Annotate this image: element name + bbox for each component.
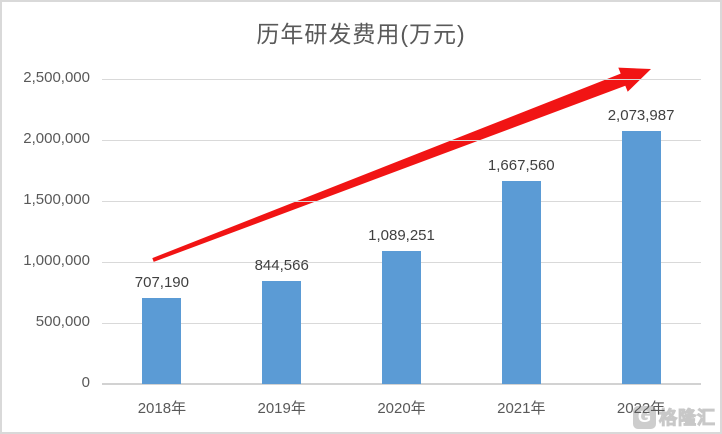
bar [262,280,302,384]
bar-value-label: 707,190 [134,273,189,291]
chart-title: 历年研发费用(万元) [256,21,466,47]
y-tick-label: 0 [81,374,90,391]
x-tick-label: 2018年 [137,400,187,417]
y-tick-label: 500,000 [35,313,90,330]
bar [142,297,182,384]
gridline [102,140,701,141]
x-axis-line [102,383,701,385]
watermark-text: 格隆汇 [659,408,716,429]
gridline [102,79,701,80]
y-tick-label: 2,500,000 [23,69,90,86]
x-tick-label: 2020年 [377,400,426,417]
gelonghui-logo-icon: G [633,405,656,429]
bar [621,130,661,384]
watermark: G 格隆汇 [633,404,716,430]
y-tick-label: 1,000,000 [23,252,90,269]
gridline [102,201,701,202]
bar-value-label: 844,566 [254,256,309,274]
bar-value-label: 1,089,251 [368,227,435,245]
x-tick-label: 2022年 [616,400,666,417]
x-tick-label: 2019年 [257,400,306,417]
bar [382,251,421,384]
bar-value-label: 1,667,560 [487,156,555,174]
bar [501,180,541,384]
bar-value-label: 2,073,987 [607,106,675,124]
x-tick-label: 2021年 [497,400,546,417]
y-tick-label: 2,000,000 [23,130,90,147]
y-tick-label: 1,500,000 [23,191,90,208]
